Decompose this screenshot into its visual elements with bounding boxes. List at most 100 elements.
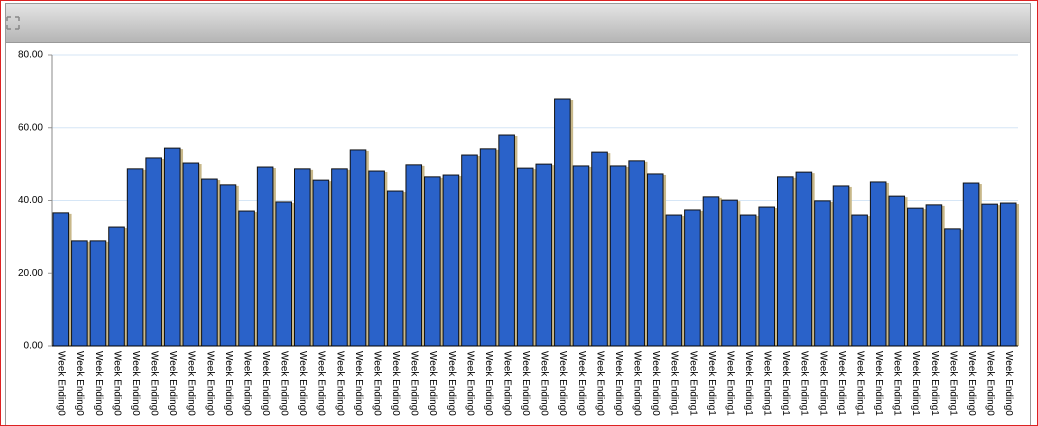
x-tick-label: Week Ending0: [446, 351, 457, 416]
x-tick-label: Week Ending1: [947, 351, 958, 416]
x-tick-label: Week Ending0: [334, 351, 345, 416]
bar: [814, 200, 831, 347]
x-tick-label: Week Ending0: [93, 351, 104, 416]
bar: [219, 184, 237, 347]
x-tick-label: Week Ending0: [464, 351, 475, 416]
x-tick-label: Week Ending0: [966, 351, 977, 416]
x-tick-label: Week Ending0: [390, 351, 401, 416]
x-tick-label: Week Ending0: [501, 351, 512, 416]
bar: [832, 185, 850, 347]
bar: [758, 206, 776, 347]
bar: [201, 178, 218, 347]
x-tick-label: Week Ending1: [706, 351, 717, 416]
y-tick-label: 20.00: [18, 268, 43, 279]
bar: [256, 166, 274, 347]
bar: [665, 214, 683, 347]
y-tick-label: 0.00: [24, 341, 44, 352]
bar: [516, 167, 534, 347]
y-tick-label: 40.00: [18, 195, 43, 206]
bar: [461, 154, 478, 347]
bar: [999, 202, 1017, 347]
x-tick-label: Week Ending1: [669, 351, 680, 416]
x-tick-label: Week Ending0: [613, 351, 624, 416]
x-tick-label: Week Ending0: [1003, 351, 1014, 416]
x-tick-label: Week Ending1: [910, 351, 921, 416]
x-tick-label: Week Ending0: [149, 351, 160, 416]
bar: [925, 204, 943, 347]
bar: [944, 228, 961, 347]
x-tick-label: Week Ending0: [371, 351, 382, 416]
bar: [108, 226, 125, 347]
x-tick-label: Week Ending0: [632, 351, 643, 416]
x-tick-label: Week Ending0: [130, 351, 141, 416]
bar: [777, 176, 794, 347]
bar: [368, 170, 385, 347]
x-tick-label: Week Ending1: [799, 351, 810, 416]
x-tick-label: Week Ending1: [836, 351, 847, 416]
bar: [795, 171, 813, 347]
x-tick-label: Week Ending1: [873, 351, 884, 416]
bar: [888, 195, 906, 347]
x-tick-label: Week Ending1: [817, 351, 828, 416]
bar: [739, 214, 757, 347]
bar: [684, 209, 701, 347]
bar: [405, 164, 423, 347]
x-tick-label: Week Ending0: [74, 351, 85, 416]
bar: [89, 240, 107, 347]
bar: [312, 179, 330, 347]
bar: [869, 181, 887, 347]
maximize-icon[interactable]: [6, 16, 20, 30]
bar: [609, 165, 627, 347]
x-tick-label: Week Ending0: [483, 351, 494, 416]
x-tick-label: Week Ending0: [409, 351, 420, 416]
x-tick-label: Week Ending0: [223, 351, 234, 416]
x-tick-label: Week Ending0: [241, 351, 252, 416]
x-tick-label: Week Ending0: [557, 351, 568, 416]
bar: [851, 214, 868, 347]
bar: [331, 168, 348, 347]
x-tick-label: Week Ending0: [576, 351, 587, 416]
bar: [294, 168, 311, 347]
y-tick-label: 80.00: [18, 50, 43, 61]
panel-header: [5, 3, 1031, 43]
bar: [479, 148, 497, 347]
x-tick-label: Week Ending1: [743, 351, 754, 416]
bar: [238, 210, 255, 347]
x-tick-label: Week Ending1: [724, 351, 735, 416]
x-tick-label: Week Ending0: [111, 351, 122, 416]
x-tick-label: Week Ending0: [650, 351, 661, 416]
bar: [275, 201, 292, 347]
bar: [163, 147, 181, 347]
x-tick-label: Week Ending0: [167, 351, 178, 416]
x-tick-label: Week Ending0: [297, 351, 308, 416]
bar: [182, 162, 200, 347]
bar: [145, 157, 162, 347]
bar: [71, 240, 88, 347]
bar: [498, 134, 515, 347]
x-tick-label: Week Ending0: [353, 351, 364, 416]
bar: [628, 160, 645, 347]
bar: [962, 182, 980, 347]
bar: [721, 199, 738, 347]
x-tick-label: Week Ending0: [279, 351, 290, 416]
x-tick-label: Week Ending0: [539, 351, 550, 416]
bar: [52, 212, 70, 347]
x-tick-label: Week Ending0: [260, 351, 271, 416]
x-tick-label: Week Ending1: [929, 351, 940, 416]
y-tick-label: 60.00: [18, 122, 43, 133]
x-tick-label: Week Ending0: [984, 351, 995, 416]
bar: [591, 151, 608, 347]
bar: [907, 207, 924, 347]
bar: [572, 165, 590, 347]
x-tick-label: Week Ending1: [854, 351, 865, 416]
bar: [424, 176, 441, 347]
bar: [442, 174, 460, 347]
x-tick-label: Week Ending0: [204, 351, 215, 416]
bar: [126, 168, 144, 347]
x-tick-label: Week Ending1: [892, 351, 903, 416]
bar: [554, 98, 571, 347]
bar: [386, 190, 404, 347]
bar: [981, 203, 998, 347]
